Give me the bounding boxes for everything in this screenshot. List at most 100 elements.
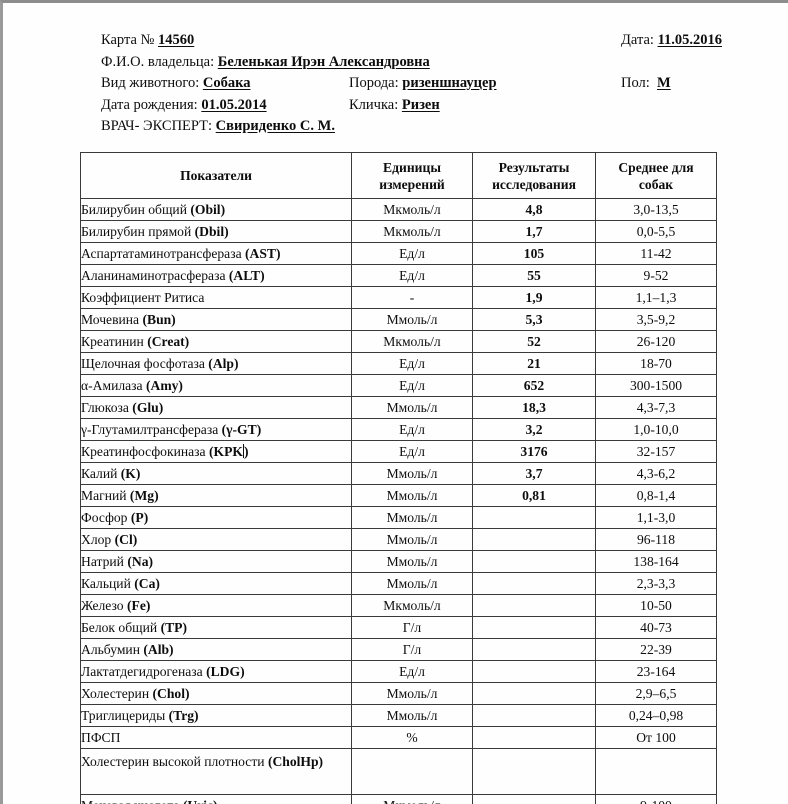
indicator-abbreviation-close: ) <box>243 443 249 459</box>
table-row: Альбумин (Alb) Г/л 22-39 <box>80 638 717 661</box>
cell-result: 18,3 <box>472 396 596 419</box>
cell-unit: Мкмоль/л <box>351 330 473 353</box>
indicator-abbreviation: (Alp) <box>208 355 239 371</box>
sex-value: М <box>657 75 671 91</box>
column-header-reference: Среднее для собак <box>595 152 717 199</box>
table-row: Натрий (Na) Ммоль/л 138-164 <box>80 550 717 573</box>
animal-type-value: Собака <box>202 75 251 91</box>
cell-indicator-name: Лактатдегидрогеназа (LDG) <box>80 660 352 683</box>
table-row: Триглицериды (Trg) Ммоль/л 0,24–0,98 <box>80 704 717 727</box>
sex-label: Пол: <box>621 75 650 91</box>
cell-reference: 23-164 <box>595 660 717 683</box>
cell-reference: 0,24–0,98 <box>595 704 717 727</box>
table-header: Показатели Единицы измерений Результаты … <box>80 152 717 199</box>
indicator-title: Коэффициент Ритиса <box>81 289 205 305</box>
cell-result: 55 <box>472 264 596 287</box>
cell-reference: 3,0-13,5 <box>595 198 717 221</box>
cell-unit: Мкмоль/л <box>351 220 473 243</box>
cell-unit: Ед/л <box>351 264 473 287</box>
table-row: Фосфор (P) Ммоль/л 1,1-3,0 <box>80 506 717 529</box>
cell-reference: 26-120 <box>595 330 717 353</box>
cell-unit: Ммоль/л <box>351 572 473 595</box>
cell-indicator-name: Магний (Mg) <box>80 484 352 507</box>
indicator-title: Холестерин высокой плотности <box>81 754 268 769</box>
indicator-title: Лактатдегидрогеназа <box>81 663 207 679</box>
text-caret-icon <box>242 443 244 458</box>
indicator-title: Билирубин прямой <box>81 223 195 239</box>
cell-unit: Ед/л <box>351 352 473 375</box>
indicator-abbreviation: (Dbil) <box>194 223 229 239</box>
owner-value: Беленькая Ирэн Александровна <box>217 53 430 70</box>
cell-reference: 9-52 <box>595 264 717 287</box>
indicator-abbreviation: (Bun) <box>142 311 176 327</box>
cell-indicator-name: Аспартатаминотрансфераза (AST) <box>80 242 352 265</box>
cell-result <box>472 682 596 705</box>
table-row: Креатинфосфокиназа (KPK) Ед/л 3176 32-157 <box>80 440 717 463</box>
indicator-abbreviation: (Alb) <box>143 641 174 657</box>
header-row-birth: Дата рождения: 01.05.2014 Кличка: Ризен <box>101 95 741 117</box>
doctor-value: Свириденко С. М. <box>215 118 335 134</box>
cell-reference: 2,9–6,5 <box>595 682 717 705</box>
table-row: Магний (Mg) Ммоль/л 0,81 0,8-1,4 <box>80 484 717 507</box>
indicator-abbreviation: (KPK <box>208 443 243 459</box>
doctor-label: ВРАЧ- ЭКСПЕРТ: <box>101 118 213 134</box>
table-row: α-Амилаза (Amy) Ед/л 652 300-1500 <box>80 374 717 397</box>
column-header-units-l2: измерений <box>379 176 445 192</box>
cell-indicator-name: Белок общий (TP) <box>80 616 352 639</box>
cell-unit: % <box>351 726 473 749</box>
results-table-container: Показатели Единицы измерений Результаты … <box>80 152 717 804</box>
indicator-title: Железо <box>81 597 127 613</box>
cell-reference: 1,1–1,3 <box>595 286 717 309</box>
date-value: 11.05.2016 <box>657 32 723 48</box>
indicator-title: Глюкоза <box>81 399 133 415</box>
cell-indicator-name: Мочевая кислота (Uric) <box>80 794 352 804</box>
table-row: Мочевина (Bun) Ммоль/л 5,3 3,5-9,2 <box>80 308 717 331</box>
cell-indicator-name: Коэффициент Ритиса <box>80 286 352 309</box>
table-body: Билирубин общий (Obil) Мкмоль/л 4,8 3,0-13,… <box>80 198 717 804</box>
table-row: Мочевая кислота (Uric)Мкмоль/л9-100 <box>80 794 717 804</box>
cell-reference: 4,3-7,3 <box>595 396 717 419</box>
cell-unit: Ммоль/л <box>351 528 473 551</box>
column-header-units-l1: Единицы <box>383 159 441 175</box>
cell-result: 21 <box>472 352 596 375</box>
cell-unit: Ед/л <box>351 374 473 397</box>
cell-reference <box>595 748 717 795</box>
cell-indicator-name: Щелочная фосфотаза (Alp) <box>80 352 352 375</box>
header-row-card: Карта № 14560 Дата: 11.05.2016 <box>101 30 741 52</box>
breed-value: ризеншнауцер <box>402 75 497 91</box>
cell-reference: 138-164 <box>595 550 717 573</box>
indicator-abbreviation: (Creat) <box>147 333 190 349</box>
date-group: Дата: 11.05.2016 <box>621 30 722 52</box>
column-header-results-l2: исследования <box>492 176 576 192</box>
table-row: γ-Глутамилтрансфераза (γ-GT) Ед/л 3,2 1,0-1… <box>80 418 717 441</box>
cell-reference: 0,8-1,4 <box>595 484 717 507</box>
indicator-abbreviation: (Cl) <box>114 531 138 547</box>
cell-reference: 1,1-3,0 <box>595 506 717 529</box>
cell-indicator-name: Кальций (Ca) <box>80 572 352 595</box>
indicator-abbreviation: (Chol) <box>152 685 190 701</box>
indicator-title: Аланинаминотрасфераза <box>81 267 229 283</box>
column-header-results: Результаты исследования <box>472 152 596 199</box>
cell-result <box>472 616 596 639</box>
cell-indicator-name: Креатинфосфокиназа (KPK) <box>80 440 352 463</box>
cell-indicator-name: Глюкоза (Glu) <box>80 396 352 419</box>
indicator-abbreviation: (Na) <box>127 553 154 569</box>
cell-unit: - <box>351 286 473 309</box>
indicator-title: γ-Глутамилтрансфераза <box>81 421 222 437</box>
indicator-abbreviation: (Glu) <box>132 399 164 415</box>
indicator-abbreviation: (Ca) <box>134 575 160 591</box>
cell-indicator-name: Креатинин (Creat) <box>80 330 352 353</box>
cell-reference: 300-1500 <box>595 374 717 397</box>
table-row: Билирубин прямой (Dbil) Мкмоль/л 1,7 0,0-5,… <box>80 220 717 243</box>
table-row: ПФСП% От 100 <box>80 726 717 749</box>
cell-result <box>472 748 596 795</box>
cell-result: 3,2 <box>472 418 596 441</box>
indicator-abbreviation: (γ-GT) <box>221 421 262 437</box>
cell-result <box>472 550 596 573</box>
cell-result: 4,8 <box>472 198 596 221</box>
table-row: Креатинин (Creat) Мкмоль/л 52 26-120 <box>80 330 717 353</box>
cell-reference: 22-39 <box>595 638 717 661</box>
cell-reference: 9-100 <box>595 794 717 804</box>
column-header-reference-l2: собак <box>638 176 674 192</box>
header-row-doctor: ВРАЧ- ЭКСПЕРТ: Свириденко С. М. <box>101 116 741 138</box>
